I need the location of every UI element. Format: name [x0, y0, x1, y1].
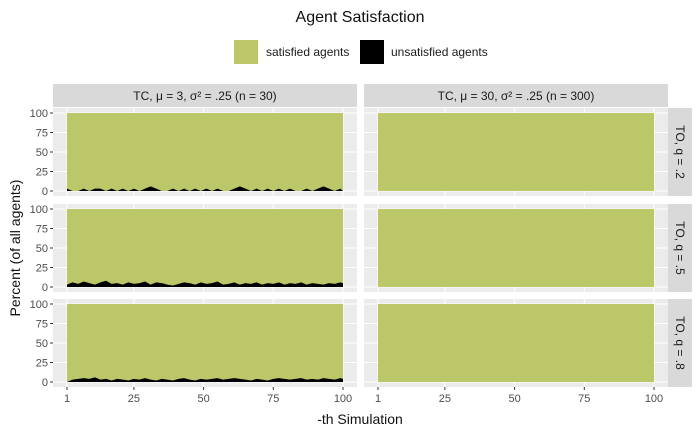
- x-tick-label: 25: [439, 393, 451, 405]
- legend-swatch-satisfied: [234, 40, 258, 64]
- facet-panels: [53, 108, 668, 387]
- row-strip-1-label: TO, q = .2: [673, 125, 687, 179]
- column-strip-2-label: TC, μ = 30, σ² = .25 (n = 300): [438, 89, 595, 103]
- chart-title: Agent Satisfaction: [296, 9, 425, 26]
- y-tick-label: 100: [30, 108, 48, 120]
- panel-r3-c1: [53, 299, 357, 387]
- row-strip-3-label: TO, q = .8: [673, 316, 687, 370]
- legend-label-satisfied: satisfied agents: [266, 45, 349, 59]
- area-satisfied: [378, 304, 654, 382]
- y-tick-label: 100: [30, 299, 48, 311]
- column-strip-1: [53, 84, 357, 107]
- panel-r1-c2: [364, 108, 668, 196]
- y-tick-label: 50: [36, 338, 48, 350]
- area-unsatisfied: [67, 186, 343, 191]
- panel-r2-c1: [53, 204, 357, 292]
- y-tick-label: 0: [42, 186, 48, 198]
- y-tick-label: 25: [36, 358, 48, 370]
- area-satisfied: [67, 209, 343, 287]
- row-strip-3: [668, 299, 692, 387]
- x-tick-label: 75: [267, 393, 279, 405]
- x-tick-label: 75: [578, 393, 590, 405]
- x-tick-label: 100: [334, 393, 352, 405]
- x-tick-label: 1: [64, 393, 70, 405]
- area-satisfied: [67, 113, 343, 191]
- y-tick-label: 0: [42, 377, 48, 389]
- y-tick-label: 25: [36, 167, 48, 179]
- legend-label-unsatisfied: unsatisfied agents: [391, 45, 488, 59]
- area-unsatisfied: [67, 280, 343, 287]
- y-tick-label: 0: [42, 282, 48, 294]
- y-tick-label: 75: [36, 319, 48, 331]
- y-tick-label: 50: [36, 147, 48, 159]
- y-tick-label: 100: [30, 204, 48, 216]
- y-tick-label: 25: [36, 263, 48, 275]
- area-satisfied: [67, 304, 343, 382]
- x-tick-label: 1: [375, 393, 381, 405]
- row-strip-2: [668, 204, 692, 292]
- legend: satisfied agents unsatisfied agents: [234, 40, 488, 64]
- y-tick-label: 75: [36, 128, 48, 140]
- row-strip-1: [668, 108, 692, 196]
- column-strip-1-label: TC, μ = 3, σ² = .25 (n = 30): [133, 89, 276, 103]
- row-strip-2-label: TO, q = .5: [673, 221, 687, 275]
- area-satisfied: [378, 209, 654, 287]
- x-tick-label: 25: [128, 393, 140, 405]
- column-strip-2: [364, 84, 668, 107]
- y-axis-title: Percent (of all agents): [7, 180, 23, 317]
- panel-r3-c2: [364, 299, 668, 387]
- y-tick-label: 75: [36, 224, 48, 236]
- x-axis-title: -th Simulation: [317, 411, 403, 427]
- x-tick-label: 100: [645, 393, 663, 405]
- x-tick-label: 50: [508, 393, 520, 405]
- panel-r1-c1: [53, 108, 357, 196]
- legend-swatch-unsatisfied: [360, 40, 384, 64]
- y-tick-label: 50: [36, 243, 48, 255]
- facet-strips: TC, μ = 3, σ² = .25 (n = 30) TC, μ = 30,…: [53, 84, 692, 387]
- x-tick-label: 50: [197, 393, 209, 405]
- area-unsatisfied: [67, 377, 343, 382]
- area-satisfied: [378, 113, 654, 191]
- panel-r2-c2: [364, 204, 668, 292]
